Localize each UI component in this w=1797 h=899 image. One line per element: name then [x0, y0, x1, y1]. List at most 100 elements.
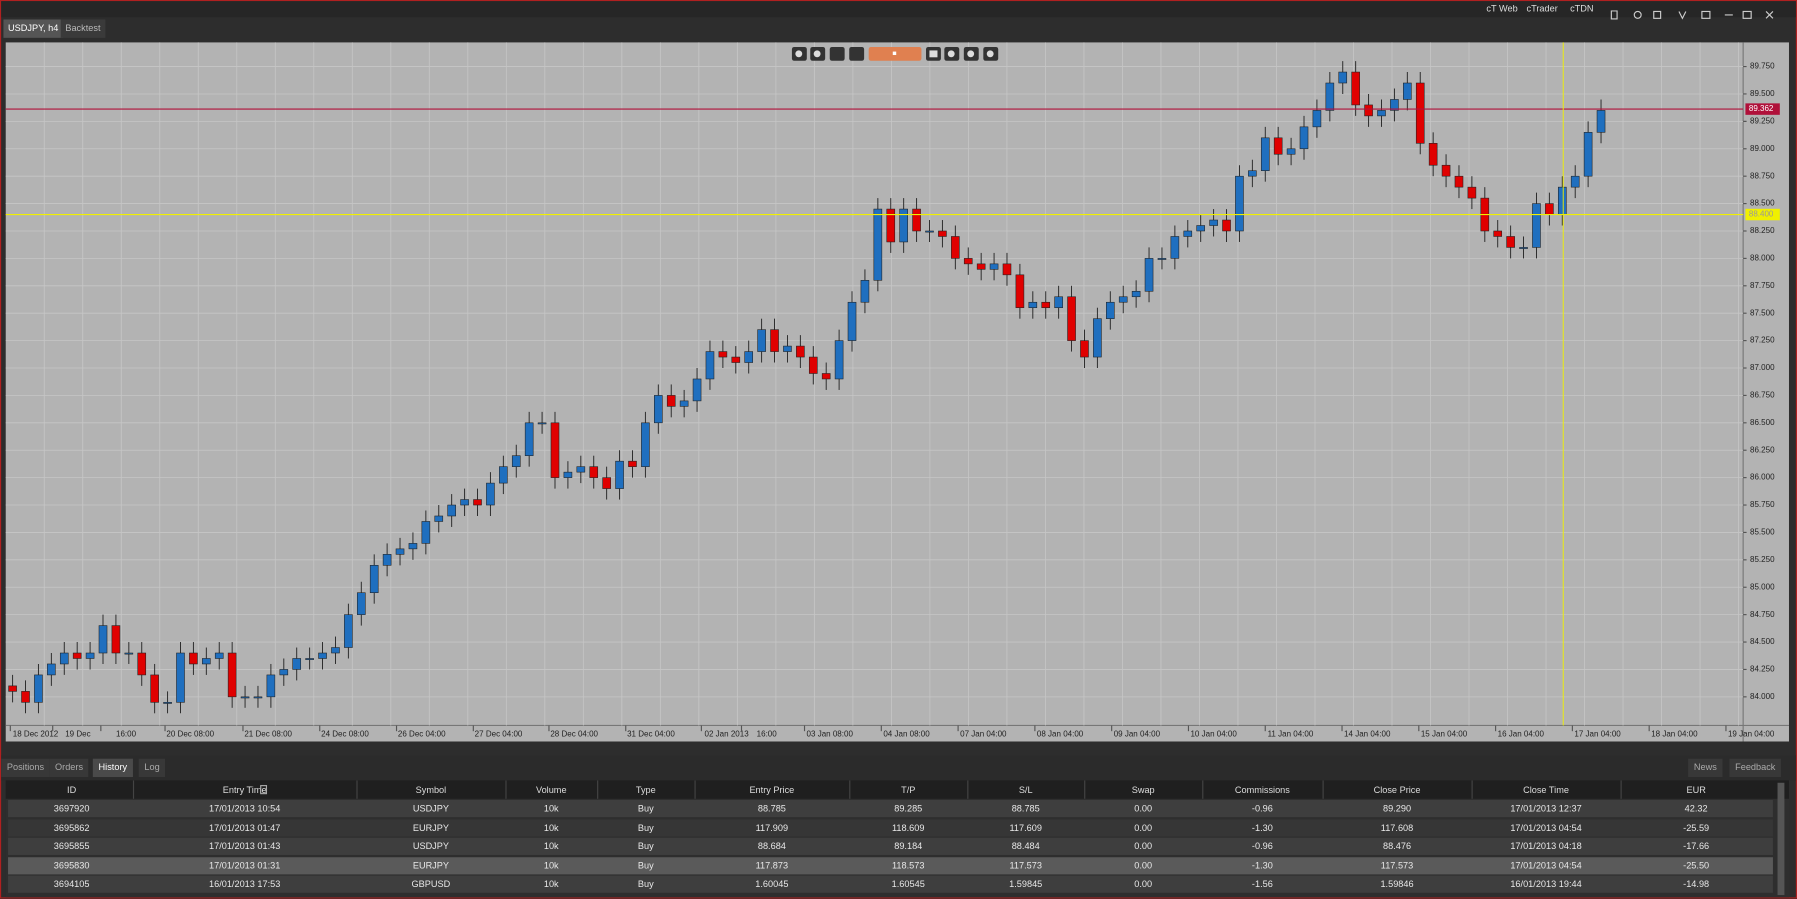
table-cell: 0.00 [1134, 822, 1153, 833]
y-tick-label: 87.000 [1750, 363, 1775, 372]
y-tick-label: 86.250 [1750, 445, 1775, 454]
column-header[interactable]: Entry Time [222, 785, 267, 796]
candle-body [1557, 186, 1567, 215]
candle-body [1390, 99, 1399, 111]
x-tick-label: 16:00 [116, 730, 137, 739]
candle-body [1532, 203, 1541, 248]
candle-body [1596, 110, 1606, 133]
table-cell: 17/01/2013 01:47 [208, 822, 281, 833]
table-cell: 3695830 [53, 860, 90, 871]
table-cell: 16/01/2013 17:53 [208, 879, 281, 890]
y-tick-label: 86.000 [1750, 473, 1775, 482]
tab[interactable]: Positions [1, 758, 50, 778]
column-header[interactable]: Close Price [1373, 785, 1421, 796]
table-cell: 10k [543, 803, 559, 814]
column-header[interactable]: EUR [1686, 785, 1706, 796]
column-header[interactable]: Volume [535, 785, 567, 796]
table-cell: 0.00 [1134, 860, 1153, 871]
y-tick-label: 86.750 [1750, 391, 1775, 400]
tab[interactable]: Orders [49, 758, 89, 778]
candle-body [1583, 132, 1593, 177]
candle-body [821, 373, 831, 380]
candle-body [1054, 296, 1063, 309]
x-tick-label: 19 Jan 04:00 [1728, 730, 1775, 739]
column-divider [356, 780, 358, 799]
candle-body [1338, 71, 1348, 84]
y-tick-label: 85.500 [1750, 528, 1775, 537]
y-tick-label: 89.000 [1750, 144, 1775, 153]
candle-body [899, 208, 908, 243]
link[interactable]: cTDN [1570, 3, 1594, 14]
column-divider [505, 780, 507, 799]
x-tick-label: 31 Dec 04:00 [627, 730, 675, 739]
link[interactable]: cT Web [1486, 3, 1518, 14]
table-cell: -1.30 [1251, 822, 1273, 833]
candle-body [176, 652, 185, 703]
candle-body [963, 258, 973, 265]
table-row[interactable] [8, 875, 1773, 893]
candle-body [395, 548, 405, 555]
y-tick-label: 89.750 [1750, 62, 1775, 71]
y-tick-label: 87.750 [1750, 281, 1775, 290]
column-header[interactable]: Close Time [1523, 785, 1569, 796]
candle-body [524, 422, 534, 456]
tab[interactable]: Log [138, 758, 166, 778]
table-row[interactable] [8, 799, 1773, 818]
column-header[interactable]: Symbol [415, 785, 447, 796]
table-row[interactable] [8, 837, 1773, 855]
candle-body [1506, 236, 1515, 248]
column-divider [597, 780, 599, 799]
column-header[interactable]: T/P [901, 785, 916, 796]
x-tick-label: 27 Dec 04:00 [475, 730, 523, 739]
candle-body [163, 702, 172, 704]
column-header[interactable]: Commissions [1234, 785, 1290, 796]
column-header[interactable]: Swap [1131, 785, 1155, 796]
column-header[interactable]: Entry Price [749, 785, 795, 796]
candle-body [1002, 263, 1012, 276]
column-header[interactable]: Type [635, 785, 656, 796]
table-cell: Buy [637, 841, 654, 852]
x-tick-label: 02 Jan 2013 [705, 730, 750, 739]
candle-body [292, 658, 302, 670]
tab[interactable]: USDJPY, h4 [3, 19, 63, 38]
x-tick-label: 15 Jan 04:00 [1421, 730, 1468, 739]
table-row[interactable] [8, 818, 1773, 837]
table-cell: 118.573 [892, 860, 925, 871]
candle-body [1286, 148, 1296, 155]
candle-body [912, 208, 921, 232]
tab[interactable]: Backtest [60, 19, 106, 38]
plot-area [5, 42, 1744, 726]
candle-body [1377, 110, 1386, 117]
column-header[interactable]: ID [67, 785, 77, 796]
candle-body [305, 658, 314, 660]
candle-body [641, 422, 650, 467]
candle-body [976, 263, 986, 270]
table-cell: USDJPY [412, 803, 450, 814]
table-cell: 117.573 [1009, 860, 1042, 871]
table-cell: 88.476 [1383, 841, 1412, 852]
y-tick-label: 88.750 [1750, 171, 1775, 180]
y-tick-label: 84.000 [1750, 692, 1775, 701]
candle-body [925, 230, 934, 233]
column-divider [849, 780, 851, 799]
candle-body [654, 395, 663, 424]
candle-body [511, 455, 521, 467]
candle-body [1364, 104, 1373, 117]
candle-body [576, 466, 586, 473]
x-tick-label: 28 Dec 04:00 [550, 730, 598, 739]
tab[interactable]: History [92, 758, 133, 778]
y-tick-label: 88.000 [1750, 254, 1775, 263]
column-header[interactable]: S/L [1018, 785, 1033, 796]
table-cell: 0.00 [1134, 879, 1153, 890]
x-tick-label: 14 Jan 04:00 [1344, 730, 1391, 739]
table-row[interactable] [8, 856, 1773, 874]
tab[interactable]: News [1688, 758, 1723, 778]
link[interactable]: cTrader [1526, 3, 1558, 14]
table-cell: 16/01/2013 19:44 [1510, 879, 1582, 890]
x-tick-label: 11 Jan 04:00 [1268, 730, 1314, 739]
tab[interactable]: Feedback [1729, 758, 1782, 778]
candle-body [8, 685, 17, 692]
y-tick-label: 88.250 [1750, 226, 1775, 235]
price-label: 89.362 [1749, 104, 1774, 113]
candle-body [408, 543, 418, 550]
